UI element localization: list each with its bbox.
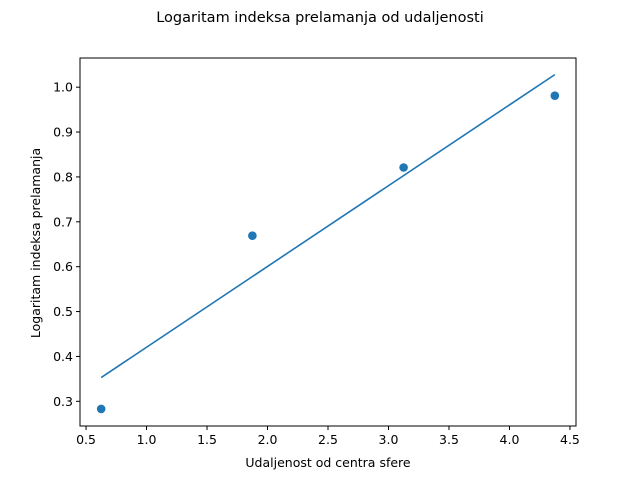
y-tick-label: 0.9	[53, 125, 73, 140]
chart-title: Logaritam indeksa prelamanja od udaljeno…	[156, 10, 484, 26]
x-tick-label: 4.0	[500, 432, 520, 447]
x-tick-label: 2.0	[258, 432, 278, 447]
y-tick-label: 1.0	[53, 80, 73, 95]
y-axis-ticks: 0.3 0.4 0.5 0.6 0.7 0.8 0.9 1.0	[53, 80, 80, 409]
data-point	[96, 404, 106, 414]
x-tick-label: 1.0	[137, 432, 157, 447]
y-axis-label: Logaritam indeksa prelamanja	[28, 148, 43, 338]
x-axis-ticks: 0.5 1.0 1.5 2.0 2.5 3.0 3.5 4.0 4.5	[76, 426, 580, 447]
x-tick-label: 4.5	[560, 432, 580, 447]
x-tick-label: 1.5	[197, 432, 217, 447]
x-tick-label: 3.0	[379, 432, 399, 447]
x-tick-label: 3.5	[439, 432, 459, 447]
plot-area	[79, 57, 577, 427]
x-tick-label: 2.5	[318, 432, 338, 447]
x-tick-label: 0.5	[76, 432, 96, 447]
plot-frame	[79, 57, 577, 427]
data-point	[248, 231, 257, 241]
x-axis-label: Udaljenost od centra sfere	[245, 455, 411, 470]
y-tick-label: 0.5	[53, 304, 73, 319]
data-point	[399, 163, 408, 172]
y-tick-label: 0.8	[53, 169, 73, 184]
y-tick-label: 0.4	[53, 349, 73, 364]
y-tick-label: 0.3	[53, 394, 73, 409]
fit-line	[100, 73, 556, 379]
y-tick-label: 0.7	[53, 214, 73, 229]
y-tick-label: 0.6	[53, 259, 73, 274]
data-point	[550, 91, 560, 100]
